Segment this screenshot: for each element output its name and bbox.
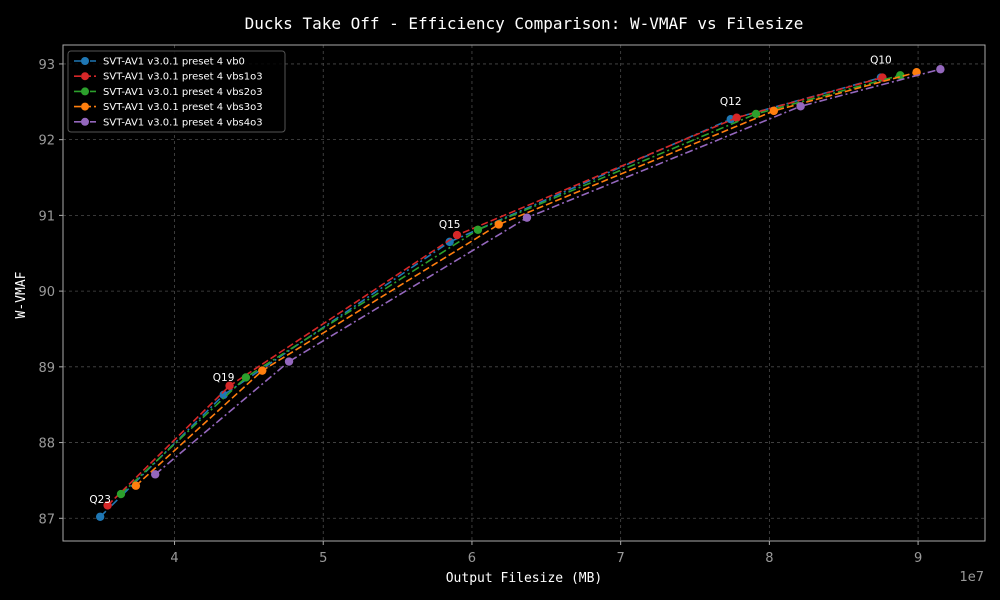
x-tick-label: 4: [170, 551, 178, 566]
series-2: [103, 73, 887, 510]
data-point: [732, 113, 741, 122]
series-3: [116, 71, 905, 499]
x-tick-label: 9: [914, 551, 922, 566]
data-point: [116, 489, 126, 499]
y-tick-label: 87: [38, 512, 55, 527]
quality-annotations: Q23 Q19 Q15 Q12 Q10: [89, 55, 891, 506]
data-point: [103, 501, 112, 510]
legend-marker: [81, 87, 89, 96]
legend-marker: [81, 102, 89, 111]
x-tick-label: 8: [765, 551, 773, 566]
x-tick-label: 6: [468, 551, 476, 566]
annotation-label: Q23: [89, 494, 111, 506]
series-lines: [95, 65, 945, 521]
data-point: [936, 65, 945, 74]
legend-label: SVT-AV1 v3.0.1 preset 4 vbs1o3: [103, 72, 263, 83]
series-line: [135, 71, 917, 487]
data-point: [131, 481, 141, 490]
legend-label: SVT-AV1 v3.0.1 preset 4 vbs4o3: [103, 117, 263, 128]
data-point: [225, 381, 234, 390]
data-point: [445, 237, 454, 247]
data-point: [452, 230, 462, 240]
legend-label: SVT-AV1 v3.0.1 preset 4 vbs3o3: [103, 102, 263, 113]
legend-marker: [81, 72, 89, 81]
legend-marker: [81, 117, 89, 126]
data-point: [258, 366, 267, 375]
x-axis-exponent: 1e7: [959, 570, 984, 585]
data-point: [473, 225, 483, 234]
data-point: [494, 220, 503, 229]
annotation-label: Q15: [439, 219, 461, 231]
data-point: [769, 106, 779, 116]
annotation-label: Q19: [213, 372, 235, 384]
annotation-label: Q10: [870, 55, 892, 67]
legend-entry: SVT-AV1 v3.0.1 preset 4 vbs4o3: [74, 117, 263, 128]
annotation-label: Q12: [720, 96, 742, 108]
data-point: [95, 512, 105, 521]
x-axis-label: Output Filesize (MB): [446, 571, 603, 586]
y-tick-label: 91: [38, 209, 55, 224]
data-point: [284, 357, 294, 366]
chart-title: Ducks Take Off - Efficiency Comparison: …: [245, 14, 804, 33]
legend-label: SVT-AV1 v3.0.1 preset 4 vbs2o3: [103, 87, 263, 98]
legend-box: [67, 50, 286, 133]
x-tick-label: 5: [319, 551, 327, 566]
y-tick-label: 90: [38, 285, 55, 300]
legend-label: SVT-AV1 v3.0.1 preset 4 vb0: [103, 57, 245, 68]
series-line: [120, 74, 901, 495]
data-point: [796, 102, 805, 111]
legend-entry: SVT-AV1 v3.0.1 preset 4 vbs1o3: [74, 72, 263, 83]
legend-entry: SVT-AV1 v3.0.1 preset 4 vbs3o3: [74, 102, 263, 113]
grid: [63, 45, 985, 541]
data-point: [751, 109, 761, 119]
y-tick-label: 88: [38, 437, 55, 452]
data-point: [241, 373, 251, 382]
data-point: [522, 213, 532, 222]
legend-entry: SVT-AV1 v3.0.1 preset 4 vbs2o3: [74, 87, 263, 98]
legend-entry: SVT-AV1 v3.0.1 preset 4 vb0: [74, 57, 245, 68]
legend-marker: [81, 57, 89, 65]
y-tick-label: 92: [38, 134, 55, 149]
y-tick-label: 89: [38, 361, 55, 376]
y-tick-label: 93: [38, 58, 55, 73]
y-axis-label: W-VMAF: [14, 271, 29, 318]
legend: SVT-AV1 v3.0.1 preset 4 vb0 SVT-AV1 v3.0.…: [67, 50, 286, 133]
data-point: [151, 470, 160, 479]
plot-area: [62, 44, 986, 542]
series-5: [151, 65, 945, 479]
x-tick-label: 7: [617, 551, 625, 566]
